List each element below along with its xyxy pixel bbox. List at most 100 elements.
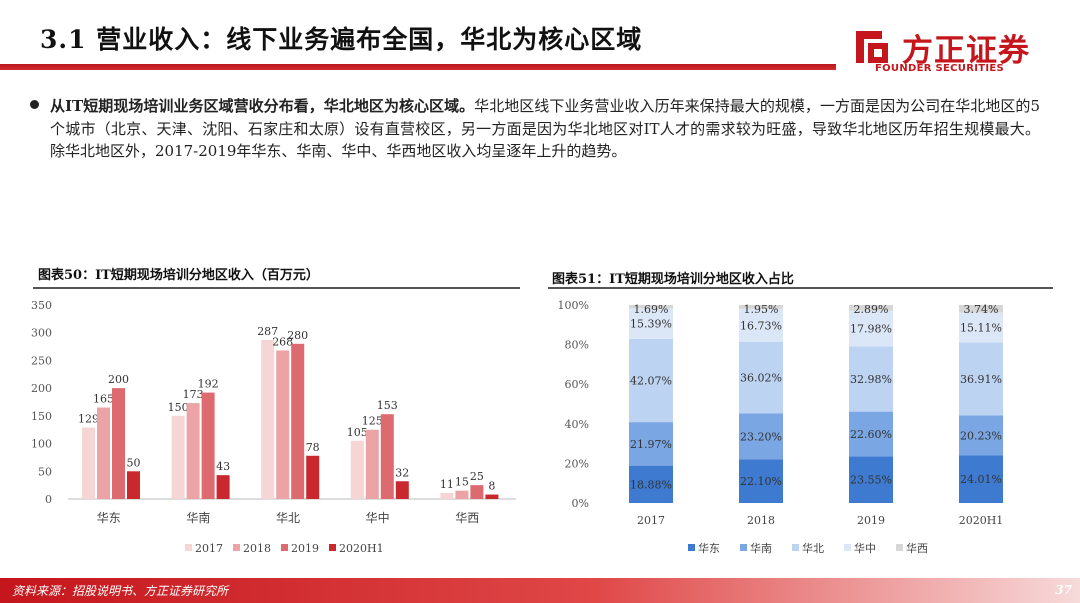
footer-bar: 资料来源：招股说明书、方正证券研究所 37	[0, 578, 1080, 603]
segment-label: 23.20%	[740, 430, 782, 443]
category-label: 华中	[366, 510, 390, 525]
bar	[365, 429, 379, 499]
bar-value-label: 153	[377, 399, 398, 412]
y-tick-label: 20%	[565, 457, 589, 470]
bar-value-label: 280	[287, 329, 308, 342]
stacked-segment	[959, 415, 1003, 456]
y-tick-label: 300	[31, 327, 52, 340]
stacked-segment	[629, 308, 673, 339]
bar	[171, 415, 185, 499]
chart1-title: 图表50：IT短期现场培训分地区收入（百万元）	[38, 268, 319, 283]
category-label: 华南	[186, 510, 210, 525]
y-tick-label: 100	[31, 438, 52, 451]
region-share-stacked-chart: 0% 20% 40% 60% 80% 100% 18.88% 21.97% 42.07% 15.3…	[558, 299, 1004, 555]
bar-value-label: 105	[347, 426, 368, 439]
bar-value-label: 165	[93, 393, 114, 406]
category-label: 2017	[637, 514, 665, 527]
bar	[350, 440, 364, 499]
bar	[395, 481, 409, 499]
segment-label: 32.98%	[850, 373, 892, 386]
bar-value-label: 268	[272, 335, 293, 348]
category-label: 2018	[747, 514, 775, 527]
segment-label: 24.01%	[960, 473, 1002, 486]
bar-value-label: 287	[257, 325, 278, 338]
segment-label: 15.11%	[960, 321, 1002, 334]
bar	[127, 471, 140, 499]
stacked-segment	[739, 341, 783, 414]
segment-label: 1.69%	[634, 303, 669, 316]
bar-value-label: 200	[108, 373, 129, 386]
bar-value-label: 129	[78, 412, 99, 425]
summary-lead: 从IT短期现场培训业务区域营收分布看，华北地区为核心区域。	[50, 97, 475, 115]
bar-value-label: 15	[455, 476, 469, 489]
segment-label: 22.10%	[740, 475, 782, 488]
bar-value-label: 11	[440, 478, 454, 491]
page-number: 37	[1055, 583, 1072, 597]
category-label: 2019	[857, 514, 885, 527]
bar-value-label: 192	[198, 378, 219, 391]
bar	[380, 414, 394, 499]
chart1-title-rule	[33, 287, 520, 289]
legend-swatch	[185, 544, 192, 551]
segment-label: 15.39%	[630, 318, 672, 331]
y-tick-label: 0	[45, 493, 52, 506]
summary-body: 华北地区线下业务营业收入历年来保持最大的规模，一方面是因为公司在华北地区的5个城…	[50, 97, 1040, 160]
chart2-title-rule	[548, 287, 1053, 289]
y-tick-label: 100%	[558, 299, 589, 312]
y-tick-label: 200	[31, 382, 52, 395]
bar-value-label: 43	[216, 460, 230, 473]
bar-value-label: 78	[306, 441, 320, 454]
stacked-segment	[849, 411, 893, 457]
legend-label: 2018	[243, 542, 271, 555]
stacked-segment	[849, 456, 893, 503]
bar-value-label: 150	[168, 401, 189, 414]
stacked-segment	[959, 312, 1003, 343]
bar	[216, 475, 230, 499]
legend-label: 2017	[195, 542, 223, 555]
y-tick-label: 350	[31, 299, 52, 312]
category-label: 华西	[455, 511, 479, 525]
y-tick-label: 80%	[565, 339, 589, 352]
summary-bullet: 从IT短期现场培训业务区域营收分布看，华北地区为核心区域。华北地区线下业务营业收…	[30, 95, 1040, 163]
stacked-segment	[629, 465, 673, 503]
legend-swatch	[688, 544, 695, 551]
stacked-segment	[959, 305, 1003, 313]
stacked-segment	[739, 308, 783, 342]
segment-label: 22.60%	[850, 428, 892, 441]
bar	[186, 403, 200, 499]
logo-text: 方正证券	[902, 33, 1030, 69]
bar	[97, 407, 110, 499]
bar	[261, 339, 275, 499]
founder-logo-icon	[856, 31, 888, 63]
bar	[470, 485, 484, 499]
summary-text: 从IT短期现场培训业务区域营收分布看，华北地区为核心区域。华北地区线下业务营业收…	[50, 95, 1040, 163]
segment-label: 18.88%	[630, 478, 672, 491]
logo-subtitle: FOUNDER SECURITIES	[875, 63, 1005, 74]
legend-swatch	[233, 544, 240, 551]
y-tick-label: 50	[38, 465, 52, 478]
region-revenue-bar-chart: 05010015020025030035012916520050华东150173…	[31, 299, 516, 555]
stacked-segment	[739, 459, 783, 503]
page-title: 3.1 营业收入：线下业务遍布全国，华北为核心区域	[40, 25, 643, 54]
bar-value-label: 173	[183, 388, 204, 401]
legend-swatch	[844, 544, 851, 551]
category-label: 华东	[97, 511, 121, 525]
legend-label: 华南	[750, 541, 772, 555]
segment-label: 3.74%	[964, 303, 999, 316]
stacked-segment	[739, 413, 783, 460]
y-tick-label: 250	[31, 354, 52, 367]
legend-swatch	[896, 544, 903, 551]
bar	[291, 343, 305, 499]
segment-label: 36.02%	[740, 372, 782, 385]
legend-swatch	[740, 544, 747, 551]
segment-label: 1.95%	[744, 303, 779, 316]
stacked-segment	[849, 305, 893, 311]
legend-label: 华北	[802, 541, 824, 555]
source-note: 资料来源：招股说明书、方正证券研究所	[12, 584, 229, 598]
legend-label: 2019	[291, 542, 319, 555]
legend-label: 华东	[698, 541, 720, 555]
legend-swatch	[281, 544, 288, 551]
segment-label: 20.23%	[960, 429, 1002, 442]
y-tick-label: 60%	[565, 378, 589, 391]
segment-label: 42.07%	[630, 374, 672, 387]
